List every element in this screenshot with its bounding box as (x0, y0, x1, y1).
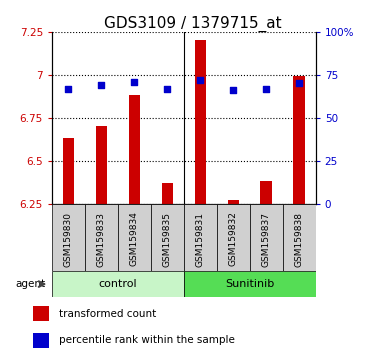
Bar (63, 138, 74, 204)
Bar (194, 40, 206, 204)
Text: GSM159831: GSM159831 (196, 212, 205, 267)
FancyBboxPatch shape (52, 204, 85, 271)
FancyBboxPatch shape (217, 204, 250, 271)
FancyBboxPatch shape (52, 271, 184, 297)
Text: GSM159832: GSM159832 (229, 212, 238, 267)
Text: Sunitinib: Sunitinib (225, 279, 275, 289)
Text: agent: agent (15, 279, 46, 289)
Text: GSM159830: GSM159830 (64, 212, 73, 267)
Point (197, 77, 203, 83)
Point (98, 82, 104, 88)
Text: GSM159838: GSM159838 (295, 212, 304, 267)
FancyBboxPatch shape (184, 271, 316, 297)
FancyBboxPatch shape (151, 204, 184, 271)
Point (131, 79, 137, 85)
Text: GSM159835: GSM159835 (163, 212, 172, 267)
FancyBboxPatch shape (250, 204, 283, 271)
Bar (33, 306, 49, 321)
Point (164, 86, 171, 91)
FancyBboxPatch shape (283, 204, 316, 271)
Bar (261, 181, 272, 204)
FancyBboxPatch shape (118, 204, 151, 271)
FancyBboxPatch shape (85, 204, 118, 271)
Bar (162, 183, 173, 204)
Bar (129, 95, 140, 204)
Text: transformed count: transformed count (59, 309, 156, 319)
Text: control: control (99, 279, 137, 289)
Text: GSM159837: GSM159837 (262, 212, 271, 267)
Point (296, 81, 302, 86)
Text: GSM159833: GSM159833 (97, 212, 106, 267)
Text: GDS3109 / 1379715_at: GDS3109 / 1379715_at (104, 16, 281, 32)
Bar (95, 126, 107, 204)
Text: GSM159834: GSM159834 (130, 212, 139, 267)
Point (230, 87, 236, 93)
Point (65, 86, 72, 91)
Point (263, 86, 270, 91)
Bar (293, 76, 305, 204)
FancyBboxPatch shape (184, 204, 217, 271)
Bar (33, 333, 49, 348)
Bar (228, 200, 239, 204)
Text: percentile rank within the sample: percentile rank within the sample (59, 335, 235, 345)
